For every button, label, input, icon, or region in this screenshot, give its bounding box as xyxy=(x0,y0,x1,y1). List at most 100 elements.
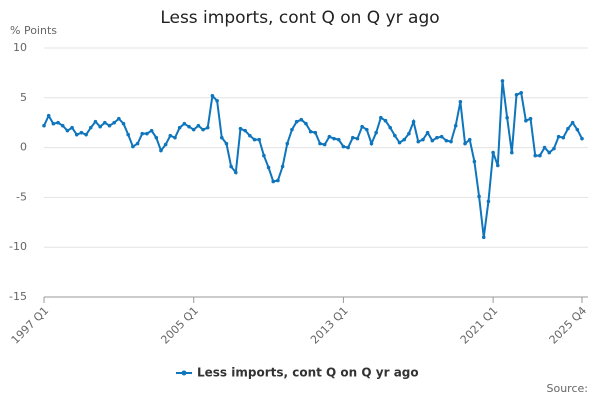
point xyxy=(365,127,369,132)
legend-label: Less imports, cont Q on Q yr ago xyxy=(197,366,419,380)
point xyxy=(360,124,364,129)
point xyxy=(294,119,299,124)
y-tick-label: -15 xyxy=(9,290,27,303)
legend-marker xyxy=(181,370,187,376)
point xyxy=(46,113,51,118)
point xyxy=(210,94,215,98)
point xyxy=(486,199,491,204)
point xyxy=(149,128,154,133)
point xyxy=(238,126,243,131)
point xyxy=(538,153,542,158)
point xyxy=(383,118,388,123)
point xyxy=(439,134,444,139)
point xyxy=(262,153,266,158)
y-axis-label: % Points xyxy=(10,24,57,37)
point xyxy=(374,130,378,135)
point xyxy=(510,150,514,155)
point xyxy=(154,135,159,140)
point xyxy=(79,130,84,135)
point xyxy=(467,137,472,142)
point xyxy=(168,133,173,138)
point xyxy=(449,139,453,144)
point xyxy=(411,119,416,124)
point xyxy=(336,137,341,142)
point xyxy=(266,165,271,170)
point xyxy=(159,148,163,153)
point xyxy=(248,133,252,138)
point xyxy=(196,123,201,128)
point xyxy=(547,150,552,155)
point xyxy=(98,124,102,129)
point xyxy=(219,135,224,140)
point xyxy=(322,142,327,147)
point xyxy=(463,141,467,146)
point xyxy=(285,141,290,146)
point xyxy=(393,133,397,138)
y-tick-label: -5 xyxy=(16,190,27,203)
point xyxy=(117,116,121,121)
point xyxy=(140,131,145,136)
point xyxy=(205,125,210,130)
point xyxy=(407,131,411,136)
point xyxy=(500,79,505,83)
point xyxy=(355,136,360,141)
point xyxy=(350,135,355,140)
point xyxy=(477,194,481,199)
point xyxy=(570,120,575,125)
point xyxy=(346,145,350,150)
point xyxy=(313,130,318,135)
point xyxy=(435,135,439,140)
x-tick-label: 2021 Q1 xyxy=(458,304,501,347)
point xyxy=(524,118,528,123)
point xyxy=(402,137,407,142)
point xyxy=(528,116,533,121)
point xyxy=(542,145,547,150)
point xyxy=(93,119,98,124)
point xyxy=(481,235,486,240)
point xyxy=(112,120,116,125)
x-tick-label: 2005 Q1 xyxy=(158,304,201,347)
point xyxy=(491,150,495,155)
chart-title: Less imports, cont Q on Q yr ago xyxy=(160,8,439,28)
point xyxy=(318,141,322,146)
point xyxy=(234,170,238,175)
point xyxy=(65,128,70,133)
point xyxy=(107,123,112,128)
point xyxy=(51,121,56,126)
point xyxy=(201,127,205,132)
point xyxy=(505,115,509,120)
point xyxy=(308,129,313,134)
point xyxy=(444,138,449,143)
y-tick-label: 0 xyxy=(20,141,27,154)
source: Source: xyxy=(547,382,589,395)
point xyxy=(397,140,402,145)
point xyxy=(88,125,93,130)
point xyxy=(514,93,519,97)
point xyxy=(56,120,60,125)
point xyxy=(369,141,374,146)
point xyxy=(280,164,285,169)
point xyxy=(458,99,463,104)
point xyxy=(173,135,177,140)
point xyxy=(580,136,584,141)
point xyxy=(519,91,523,95)
y-tick-label: 5 xyxy=(20,91,27,104)
point xyxy=(327,134,332,139)
point xyxy=(121,121,126,126)
point xyxy=(566,126,570,131)
point xyxy=(135,141,140,146)
point xyxy=(252,137,257,142)
point xyxy=(533,153,538,158)
y-tick-label: 10 xyxy=(13,41,27,54)
point xyxy=(42,123,46,128)
point xyxy=(103,120,107,125)
point xyxy=(552,146,556,151)
point xyxy=(257,137,262,142)
point xyxy=(453,123,458,128)
point xyxy=(299,117,304,122)
point xyxy=(556,134,561,139)
point xyxy=(182,121,187,126)
point xyxy=(229,164,233,169)
point xyxy=(215,98,219,103)
